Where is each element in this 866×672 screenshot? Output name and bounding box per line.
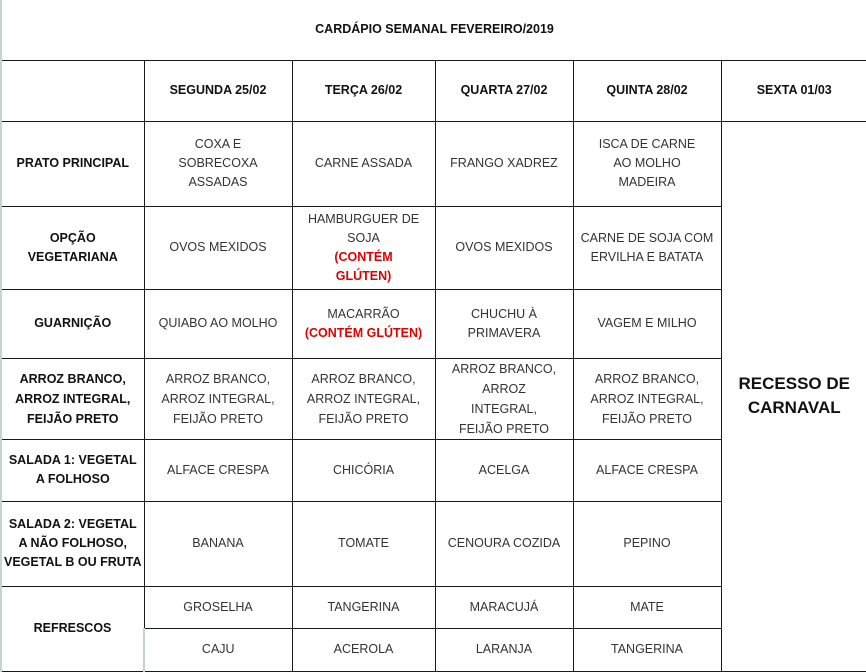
menu-cell: TOMATE xyxy=(291,500,436,587)
menu-cell: ARROZ BRANCO, ARROZ INTEGRAL, FEIJÃO PRE… xyxy=(434,357,574,440)
row-label-vegetarian: OPÇÃO VEGETARIANA xyxy=(0,205,145,290)
menu-cell: ACELGA xyxy=(434,438,574,502)
gluten-warning: (CONTÉM GLÚTEN) xyxy=(304,325,423,340)
menu-cell: ALFACE CRESPA xyxy=(572,438,721,502)
menu-cell: FRANGO XADREZ xyxy=(434,120,574,207)
menu-text: MACARRÃO xyxy=(327,306,400,321)
menu-cell: CHICÓRIA xyxy=(291,438,436,502)
menu-cell: ACEROLA xyxy=(291,627,436,672)
menu-cell: LARANJA xyxy=(434,627,574,672)
menu-cell: CARNE DE SOJA COM ERVILHA E BATATA xyxy=(572,205,721,290)
menu-cell: ISCA DE CARNE AO MOLHO MADEIRA xyxy=(572,120,722,207)
row-label-salada2: SALADA 2: VEGETAL A NÃO FOLHOSO, VEGETAL… xyxy=(0,500,145,587)
day-header: SEGUNDA 25/02 xyxy=(143,59,293,122)
menu-cell: ARROZ BRANCO, ARROZ INTEGRAL, FEIJÃO PRE… xyxy=(572,357,721,440)
day-header: QUARTA 27/02 xyxy=(434,59,574,122)
menu-cell: TANGERINA xyxy=(572,627,721,672)
menu-text: HAMBURGUER DE SOJA xyxy=(307,211,420,245)
row-label-salada1: SALADA 1: VEGETAL A FOLHOSO xyxy=(0,438,145,502)
row-label-refrescos: REFRESCOS xyxy=(0,585,145,672)
day-header: TERÇA 26/02 xyxy=(291,59,436,122)
menu-cell: MARACUJÁ xyxy=(434,585,574,629)
menu-cell: CAJU xyxy=(143,627,293,672)
menu-cell: QUIABO AO MOLHO xyxy=(143,288,293,359)
menu-cell: ARROZ BRANCO, ARROZ INTEGRAL, FEIJÃO PRE… xyxy=(143,357,293,440)
carnival-recess-note: RECESSO DE CARNAVAL xyxy=(720,120,866,672)
row-label-arroz: ARROZ BRANCO, ARROZ INTEGRAL, FEIJÃO PRE… xyxy=(0,357,145,440)
menu-cell: HAMBURGUER DE SOJA (CONTÉM GLÚTEN) xyxy=(291,205,436,290)
row-label-guarnicao: GUARNIÇÃO xyxy=(0,288,145,359)
menu-cell: CENOURA COZIDA xyxy=(434,500,574,587)
menu-cell: OVOS MEXIDOS xyxy=(434,205,574,290)
gluten-warning: (CONTÉM GLÚTEN) xyxy=(334,249,393,283)
menu-title: CARDÁPIO SEMANAL FEVEREIRO/2019 xyxy=(0,0,866,61)
menu-cell: CARNE ASSADA xyxy=(291,120,436,207)
menu-cell: TANGERINA xyxy=(291,585,436,629)
menu-cell: ARROZ BRANCO, ARROZ INTEGRAL, FEIJÃO PRE… xyxy=(291,357,436,440)
day-header: QUINTA 28/02 xyxy=(572,59,722,122)
menu-cell: BANANA xyxy=(143,500,293,587)
menu-cell: OVOS MEXIDOS xyxy=(143,205,293,290)
menu-cell: PEPINO xyxy=(572,500,721,587)
menu-cell: VAGEM E MILHO xyxy=(572,288,721,359)
menu-cell: MATE xyxy=(572,585,721,629)
menu-cell: MACARRÃO (CONTÉM GLÚTEN) xyxy=(291,288,436,359)
menu-cell: COXA E SOBRECOXA ASSADAS xyxy=(143,120,293,207)
day-header: SEXTA 01/03 xyxy=(720,59,866,122)
recess-text: RECESSO DE CARNAVAL xyxy=(738,374,850,417)
menu-cell: GROSELHA xyxy=(143,585,293,629)
menu-cell: ALFACE CRESPA xyxy=(143,438,293,502)
corner-cell xyxy=(0,59,145,122)
menu-cell: CHUCHU À PRIMAVERA xyxy=(434,288,574,359)
row-label-prato: PRATO PRINCIPAL xyxy=(0,120,145,207)
